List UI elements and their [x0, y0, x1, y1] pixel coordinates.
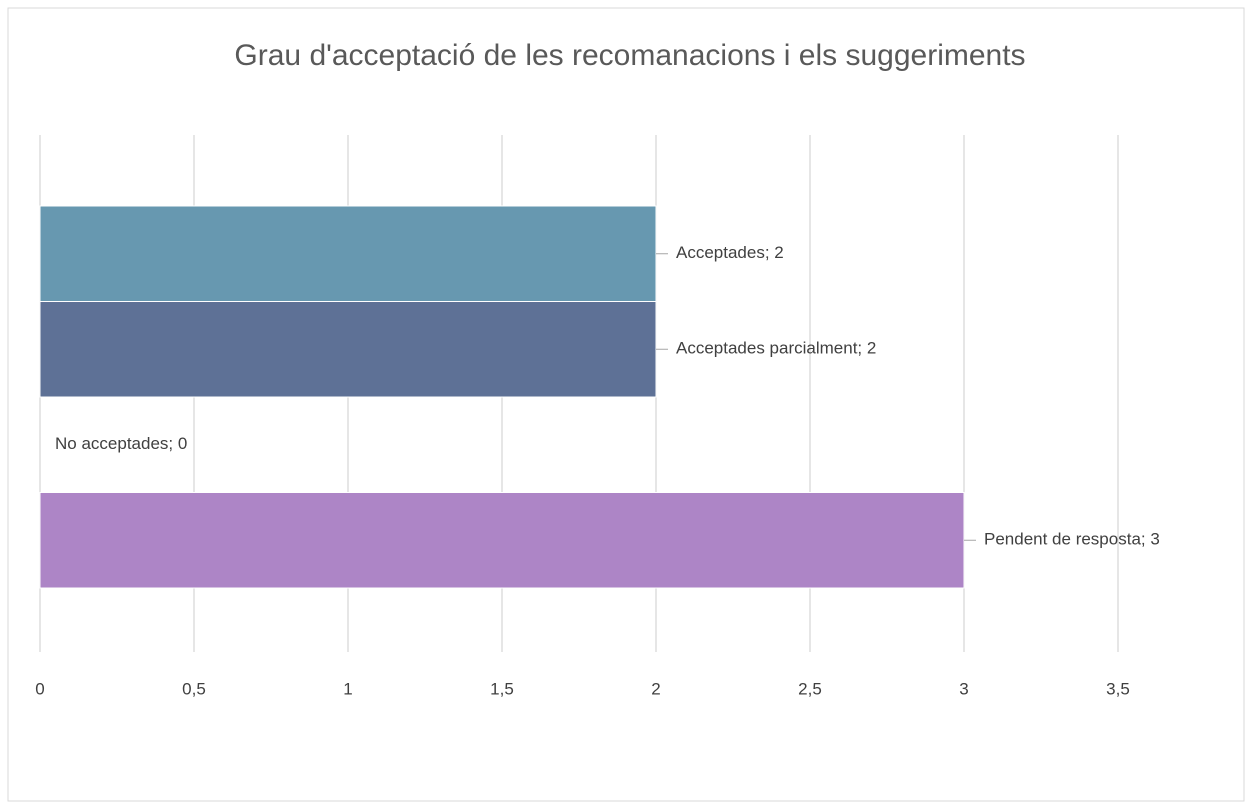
x-tick-label: 1,5 [490, 679, 514, 698]
bar [39, 301, 657, 398]
x-tick-label: 0,5 [182, 679, 206, 698]
data-label: Acceptades parcialment; 2 [676, 339, 876, 358]
x-tick-label: 3 [959, 679, 968, 698]
bar [39, 492, 965, 589]
bar [39, 205, 657, 302]
x-tick-label: 3,5 [1106, 679, 1130, 698]
chart-title: Grau d'acceptació de les recomanacions i… [234, 39, 1025, 72]
x-tick-label: 0 [35, 679, 44, 698]
x-tick-label: 2,5 [798, 679, 822, 698]
x-tick-label: 1 [343, 679, 352, 698]
x-tick-label: 2 [651, 679, 660, 698]
data-label: No acceptades; 0 [55, 434, 187, 453]
data-label: Acceptades; 2 [676, 243, 784, 262]
data-label: Pendent de resposta; 3 [984, 530, 1160, 549]
chart-border [7, 7, 1245, 802]
